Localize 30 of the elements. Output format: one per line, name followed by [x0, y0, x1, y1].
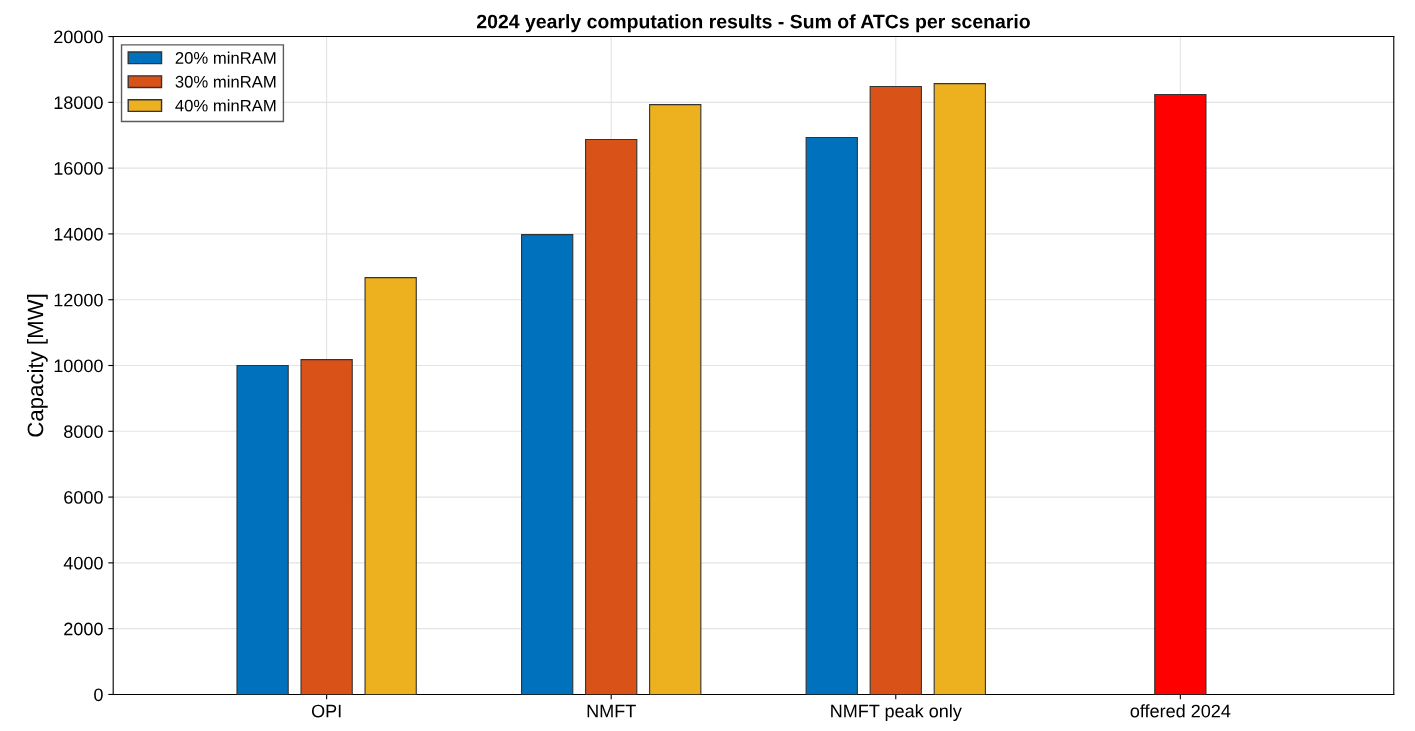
y-tick-label: 20000: [54, 30, 103, 44]
y-tick-label: 2000: [64, 622, 103, 636]
y-axis-title: Capacity [MW]: [27, 294, 48, 437]
bar: [805, 136, 858, 695]
y-tick-label: 16000: [54, 162, 103, 175]
x-tick-label: OPI: [311, 704, 341, 718]
y-tick-label: 12000: [54, 293, 103, 307]
y-tick-label: 0: [94, 688, 103, 702]
bar: [649, 104, 702, 695]
legend-label: 30% minRAM: [175, 75, 276, 88]
chart-title: 2024 yearly computation results - Sum of ATCs per scenario: [477, 14, 1030, 33]
bar: [933, 83, 986, 695]
bar: [521, 234, 574, 695]
y-tick-label: 10000: [54, 359, 103, 373]
bar: [364, 277, 417, 695]
y-tick-label: 6000: [64, 491, 103, 504]
y-tick-label: 8000: [64, 425, 103, 439]
bar: [236, 364, 289, 695]
bar: [300, 359, 353, 695]
x-tick-label: offered 2024: [1130, 704, 1231, 718]
bar: [869, 85, 922, 695]
x-tick-label: NMFT: [587, 704, 636, 718]
legend-label: 40% minRAM: [175, 99, 276, 112]
y-tick-label: 4000: [63, 556, 103, 570]
x-tick-label: NMFT peak only: [831, 704, 962, 721]
legend-label: 20% minRAM: [175, 51, 276, 64]
y-tick-label: 18000: [54, 96, 103, 110]
y-tick-label: 14000: [54, 227, 103, 241]
bar: [1154, 93, 1207, 695]
bar: [585, 138, 638, 695]
